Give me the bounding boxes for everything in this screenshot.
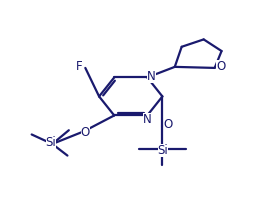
Text: N: N — [147, 70, 156, 83]
Text: F: F — [76, 60, 83, 73]
Text: O: O — [81, 126, 90, 139]
Text: Si: Si — [158, 144, 168, 158]
Text: Si: Si — [46, 136, 56, 149]
Text: O: O — [164, 118, 173, 131]
Text: N: N — [143, 113, 152, 126]
Text: O: O — [216, 60, 225, 73]
